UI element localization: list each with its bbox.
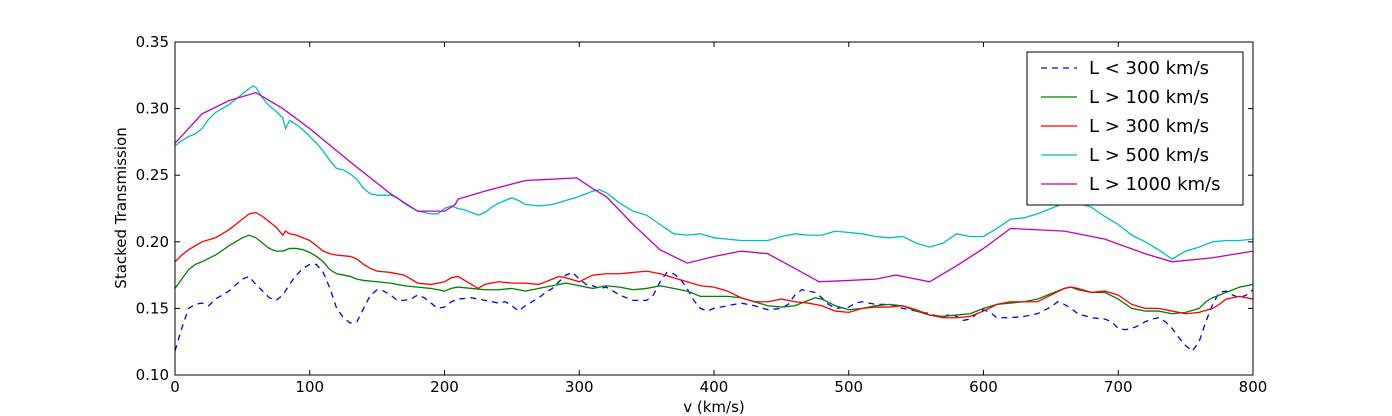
x-tick-label: 300 — [565, 378, 594, 396]
series-line-1 — [175, 263, 1253, 352]
y-tick-label: 0.30 — [136, 100, 169, 118]
series-line-4 — [175, 85, 1253, 260]
x-tick-label: 0 — [170, 378, 180, 396]
y-tick-label: 0.10 — [136, 366, 169, 384]
ticks-layer: 0 100 200 300 400 500 600 700 800 0.10 0.15 0.20 0.2… — [136, 33, 1268, 396]
legend-box — [1026, 51, 1244, 206]
series-line-3 — [175, 211, 1253, 319]
y-tick-label: 0.25 — [136, 166, 169, 184]
legend-label: L < 300 km/s — [1089, 58, 1209, 79]
series-line-2 — [175, 234, 1253, 318]
y-tick-label: 0.15 — [136, 299, 169, 317]
x-tick-label: 800 — [1239, 378, 1268, 396]
x-axis-label: v (km/s) — [683, 398, 745, 416]
x-tick-label: 700 — [1104, 378, 1133, 396]
series-line-5 — [175, 91, 1253, 283]
x-tick-label: 400 — [700, 378, 729, 396]
y-tick-label: 0.20 — [136, 233, 169, 251]
legend-label: L > 1000 km/s — [1089, 174, 1220, 195]
x-tick-label: 500 — [834, 378, 863, 396]
y-axis-label: Stacked Transmission — [112, 127, 130, 288]
legend-label: L > 500 km/s — [1089, 145, 1209, 166]
legend-label: L > 100 km/s — [1089, 87, 1209, 108]
x-tick-label: 100 — [295, 378, 324, 396]
legend-label: L > 300 km/s — [1089, 116, 1209, 137]
x-tick-label: 200 — [430, 378, 459, 396]
x-tick-label: 600 — [969, 378, 998, 396]
series-layer — [175, 85, 1253, 352]
legend: L < 300 km/s L > 100 km/s L > 300 km/s L > … — [1026, 51, 1244, 206]
y-tick-label: 0.35 — [136, 33, 169, 51]
